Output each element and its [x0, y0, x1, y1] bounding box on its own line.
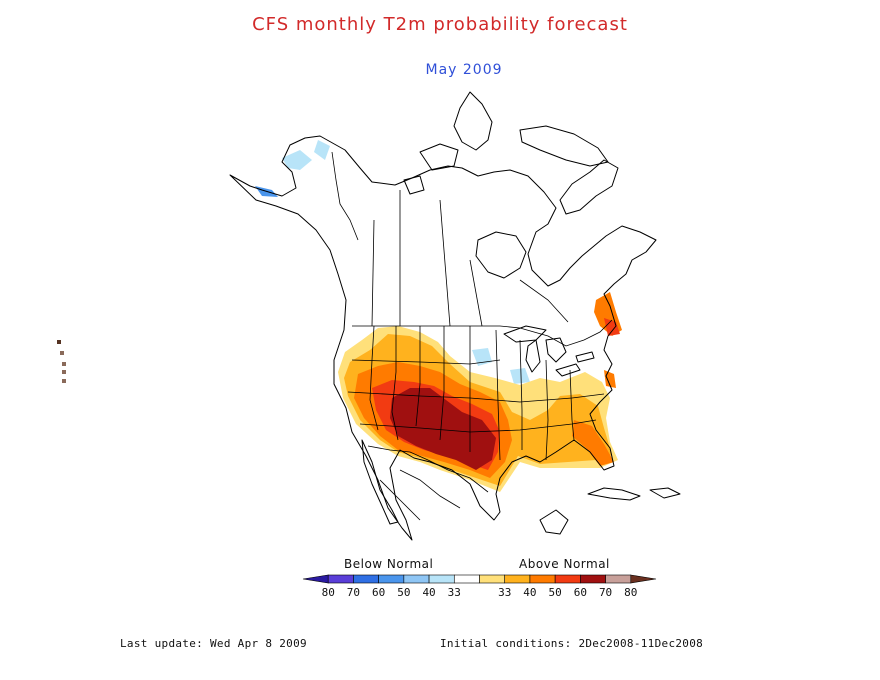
ellesmere-island — [453, 91, 493, 151]
above-70-area — [390, 388, 496, 470]
color-bar-bin — [428, 574, 455, 584]
color-bar-tick-label: 40 — [523, 586, 537, 599]
color-bar-bin — [479, 574, 506, 584]
color-bar-bin — [453, 574, 480, 584]
color-bar-bin — [403, 574, 430, 584]
color-bar-tick-label: 50 — [397, 586, 411, 599]
political-boundaries — [331, 151, 613, 521]
marker-dot — [62, 379, 66, 383]
last-update-text: Last update: Wed Apr 8 2009 — [120, 637, 307, 650]
state-line-9 — [569, 369, 575, 441]
color-bar-bin — [504, 574, 531, 584]
plot-markers — [57, 340, 66, 383]
state-line-h1 — [351, 359, 501, 365]
lake-erie — [555, 363, 581, 377]
hudson-bay — [475, 231, 527, 279]
state-line-3 — [415, 326, 421, 427]
hispaniola — [649, 487, 681, 499]
us-mexico-border — [367, 445, 489, 493]
color-bar-bin — [529, 574, 556, 584]
color-bar-tick-label: 80 — [624, 586, 638, 599]
lake-huron — [545, 337, 567, 363]
yucatan — [539, 509, 569, 535]
probability-shading — [255, 140, 622, 492]
below-normal-alaska-area — [282, 150, 312, 170]
greenland-edge — [519, 125, 609, 167]
color-bar-bin — [554, 574, 581, 584]
color-bar-bin — [630, 574, 657, 584]
banks-island — [403, 175, 425, 195]
below-normal-label: Below Normal — [344, 557, 434, 571]
color-bar-bin — [378, 574, 405, 584]
state-line-4 — [439, 326, 445, 441]
color-bar-tick-label: 33 — [447, 586, 461, 599]
state-line-h2 — [347, 391, 605, 403]
state-line-6 — [495, 329, 501, 461]
map-subtitle: May 2009 — [425, 62, 503, 78]
north-america-coastline — [229, 135, 657, 541]
lake-ontario — [575, 351, 595, 363]
color-bar-bin — [302, 574, 329, 584]
mexico-state-lines — [379, 469, 461, 521]
color-bar-bin — [327, 574, 354, 584]
below-normal-midwest-area — [510, 368, 530, 384]
above-northeast-red-area — [604, 318, 620, 336]
baja-coastline — [361, 439, 399, 525]
initial-conditions-text: Initial conditions: 2Dec2008-11Dec2008 — [440, 637, 704, 650]
color-bar-tick-label: 40 — [422, 586, 436, 599]
color-bar — [302, 574, 657, 584]
alaska-canada-border — [331, 151, 359, 241]
color-bar-bin — [353, 574, 379, 584]
state-line-7 — [519, 339, 523, 450]
marker-dot — [62, 370, 66, 374]
marker-dot — [57, 340, 61, 344]
cuba — [587, 487, 641, 501]
color-bar-tick-label: 60 — [372, 586, 386, 599]
color-bar-tick-label: 60 — [573, 586, 587, 599]
below-normal-alaska-area-2 — [314, 140, 330, 160]
color-bar-bin — [580, 574, 606, 584]
color-bar-tick-label: 70 — [346, 586, 361, 599]
color-bar-bin — [605, 574, 632, 584]
baffin-island — [559, 159, 619, 215]
marker-dot — [62, 362, 66, 366]
state-line-8 — [545, 359, 549, 461]
lake-michigan — [525, 339, 541, 373]
us-canada-border — [352, 319, 613, 347]
state-line-h3 — [359, 419, 597, 433]
canada-province-lines — [371, 190, 569, 327]
above-southeast-area — [572, 420, 614, 466]
state-line-1 — [369, 325, 379, 431]
map-title: CFS monthly T2m probability forecast — [252, 14, 628, 35]
victoria-island — [419, 143, 459, 171]
color-bar-tick-label: 50 — [548, 586, 562, 599]
color-bar-tick-label: 80 — [321, 586, 335, 599]
color-bar-tick-label: 33 — [498, 586, 512, 599]
coastlines — [229, 91, 681, 541]
lake-superior — [503, 325, 547, 343]
above-normal-label: Above Normal — [519, 557, 610, 571]
marker-dot — [60, 351, 64, 355]
color-bar-tick-label: 70 — [598, 586, 613, 599]
